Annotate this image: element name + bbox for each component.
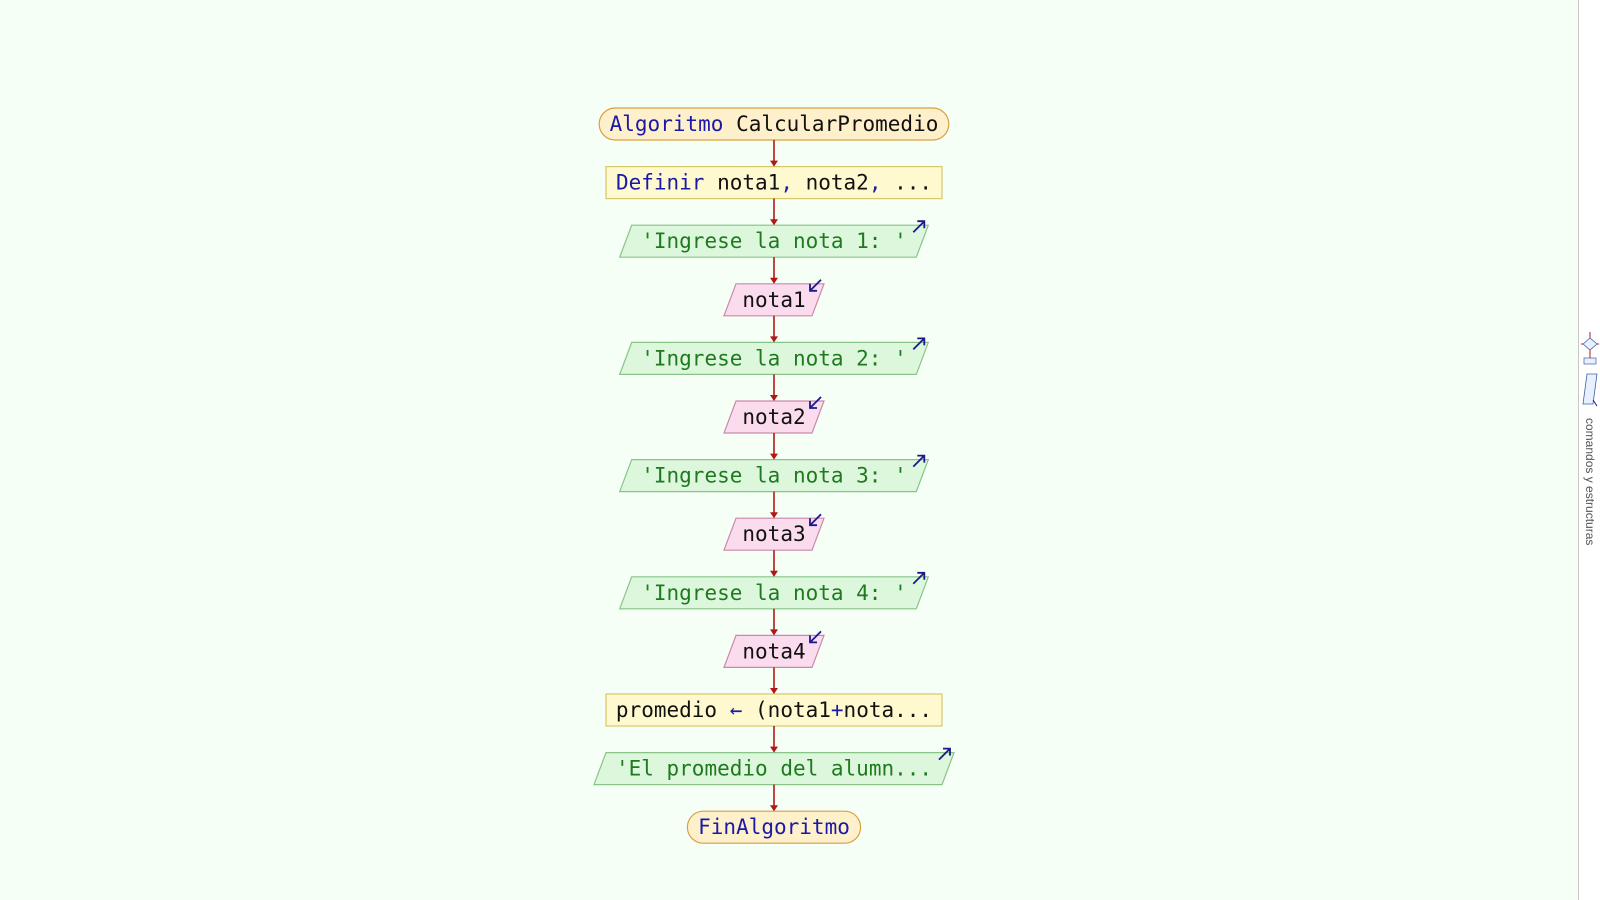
- flow-node-output[interactable]: 'El promedio del alumn...: [593, 747, 955, 786]
- output-shape: [618, 341, 930, 375]
- connector-arrowhead: [770, 277, 778, 284]
- connector-arrowhead: [770, 395, 778, 401]
- flowchart-shapes-icon: [1581, 332, 1599, 407]
- flow-node-text: promedio ← (nota1+nota...: [616, 698, 932, 722]
- text-part: Algoritmo: [610, 112, 724, 136]
- process-shape: [605, 693, 943, 727]
- connector-arrowhead: [770, 453, 778, 460]
- flow-node-text: Algoritmo CalcularPromedio: [610, 112, 939, 136]
- text-part: 'El promedio del alumn...: [616, 757, 932, 781]
- connector-arrowhead: [770, 512, 778, 519]
- text-part: nota1: [742, 288, 805, 312]
- flow-node-text: 'Ingrese la nota 1: ': [641, 229, 907, 253]
- side-icons: [1581, 330, 1599, 414]
- text-part: nota2: [742, 405, 805, 429]
- text-part: nota3: [742, 522, 805, 546]
- flow-node-input[interactable]: nota2: [723, 396, 825, 434]
- text-part: FinAlgoritmo: [698, 815, 850, 839]
- output-shape: [618, 576, 930, 610]
- input-arrow-icon: [809, 396, 822, 409]
- flow-node-terminal[interactable]: Algoritmo CalcularPromedio: [598, 107, 950, 141]
- text-part: ...: [881, 171, 932, 195]
- output-arrow-icon: [912, 220, 926, 233]
- connector-arrowhead: [770, 570, 778, 577]
- connector-arrowhead: [770, 219, 778, 226]
- flow-node-text: nota1: [742, 288, 805, 312]
- connector-arrowhead: [770, 746, 778, 753]
- flow-node-text: Definir nota1, nota2, ...: [616, 171, 932, 195]
- flow-node-input[interactable]: nota3: [723, 513, 825, 551]
- output-shape: [618, 224, 930, 258]
- flow-node-text: 'Ingrese la nota 3: ': [641, 464, 907, 488]
- text-part: 'Ingrese la nota 1: ': [641, 229, 907, 253]
- input-arrow-icon: [809, 513, 822, 527]
- text-part: CalcularPromedio: [723, 112, 938, 136]
- text-part: promedio: [616, 698, 717, 722]
- text-part: nota2: [793, 171, 869, 195]
- flow-node-text: nota3: [742, 522, 805, 546]
- text-part: Definir: [616, 171, 705, 195]
- flow-node-text: 'El promedio del alumn...: [616, 757, 932, 781]
- text-part: (: [755, 698, 768, 722]
- text-part: nota1: [704, 171, 780, 195]
- text-part: +: [831, 698, 844, 722]
- output-arrow-icon: [912, 571, 926, 585]
- flow-node-text: nota4: [742, 639, 805, 663]
- connector-arrowhead: [770, 629, 778, 636]
- text-part: nota...: [844, 698, 933, 722]
- flow-node-output[interactable]: 'Ingrese la nota 2: ': [618, 337, 930, 375]
- text-part: ,: [780, 171, 793, 195]
- input-arrow-icon: [809, 630, 822, 644]
- flow-node-process[interactable]: Definir nota1, nota2, ...: [605, 166, 943, 200]
- flow-node-terminal[interactable]: FinAlgoritmo: [686, 810, 862, 844]
- flow-node-text: 'Ingrese la nota 2: ': [641, 346, 907, 370]
- text-part: 'Ingrese la nota 3: ': [641, 464, 907, 488]
- output-arrow-icon: [912, 454, 926, 468]
- flow-node-input[interactable]: nota1: [723, 279, 825, 317]
- flow-node-text: FinAlgoritmo: [698, 815, 850, 839]
- input-arrow-icon: [809, 279, 822, 292]
- text-part: ←: [717, 698, 755, 722]
- connector-arrowhead: [770, 336, 778, 343]
- text-part: 'Ingrese la nota 2: ': [641, 346, 907, 370]
- flow-node-input[interactable]: nota4: [723, 630, 825, 669]
- side-tab-commands[interactable]: comandos y estructuras: [1579, 320, 1600, 560]
- flow-node-text: nota2: [742, 405, 805, 429]
- side-panel: comandos y estructuras: [1578, 0, 1600, 900]
- input-shape: [723, 400, 825, 434]
- output-shape: [618, 459, 930, 493]
- side-panel-label: comandos y estructuras: [1583, 418, 1597, 546]
- flow-node-output[interactable]: 'Ingrese la nota 4: ': [618, 571, 930, 610]
- output-arrow-icon: [938, 747, 951, 761]
- text-part: nota4: [742, 639, 805, 663]
- output-arrow-icon: [912, 337, 926, 351]
- connector-arrowhead: [770, 160, 778, 167]
- flow-node-text: 'Ingrese la nota 4: ': [641, 581, 907, 605]
- flow-node-process[interactable]: promedio ← (nota1+nota...: [605, 693, 943, 727]
- input-shape: [723, 634, 825, 669]
- process-shape: [605, 166, 943, 200]
- connector-arrowhead: [770, 805, 778, 812]
- connector-arrowhead: [770, 688, 778, 694]
- text-part: ,: [869, 171, 882, 195]
- text-part: nota1: [768, 698, 831, 722]
- flow-node-output[interactable]: 'Ingrese la nota 1: ': [618, 220, 930, 258]
- text-part: 'Ingrese la nota 4: ': [641, 581, 907, 605]
- output-shape: [593, 751, 955, 786]
- input-shape: [723, 517, 825, 551]
- input-shape: [723, 283, 825, 317]
- flow-node-output[interactable]: 'Ingrese la nota 3: ': [618, 454, 930, 493]
